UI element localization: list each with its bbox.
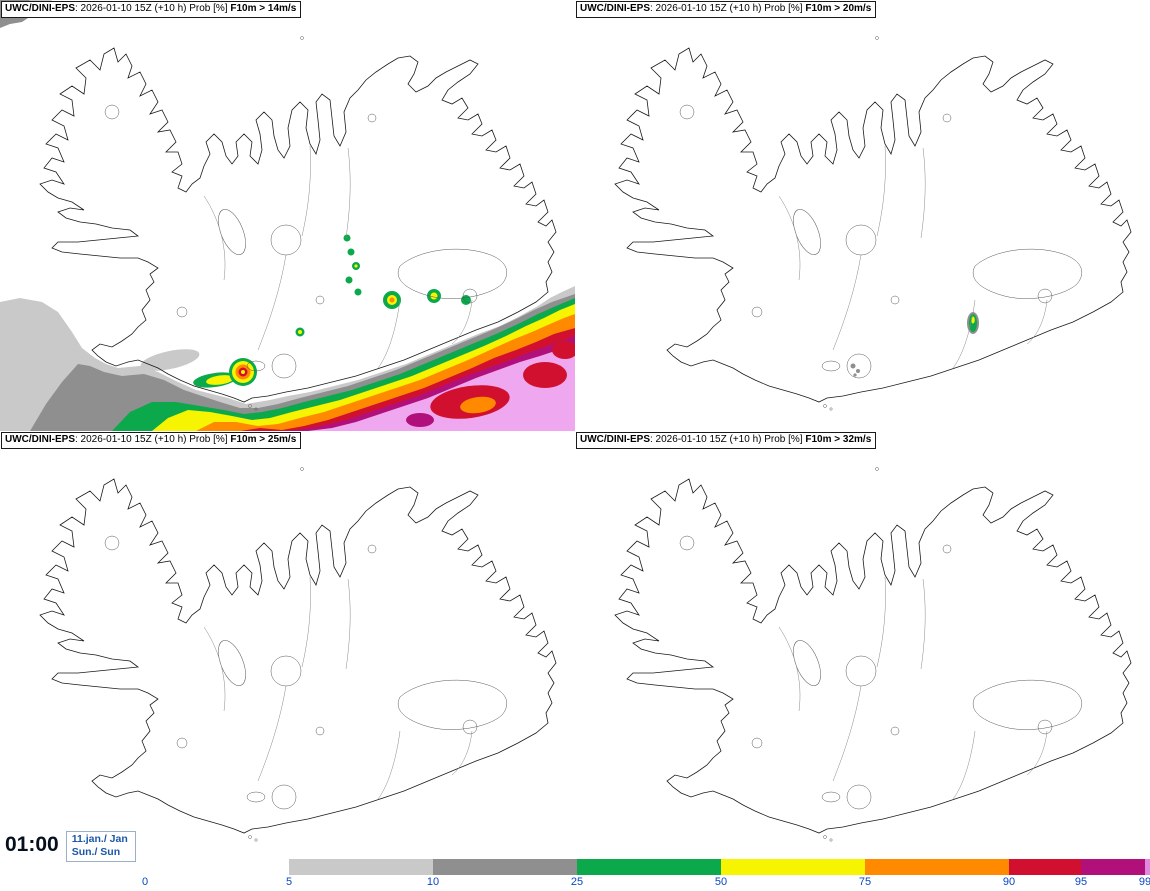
- run-meta: : 2026-01-10 15Z (+10 h) Prob [%]: [75, 3, 231, 14]
- probability-field: [0, 0, 575, 431]
- colorbar-segment-50-75: [721, 859, 865, 875]
- valid-time-block: 01:00 11.jan./ Jan Sun./ Sun: [5, 831, 136, 862]
- colorbar-tick-label: 90: [1002, 876, 1016, 888]
- valid-date-line1: 11.jan./ Jan: [71, 833, 128, 845]
- colorbar-tick-label: 25: [570, 876, 584, 888]
- colorbar-segment-99+: [1145, 859, 1150, 875]
- valid-date-line2: Sun./ Sun: [71, 846, 121, 858]
- panel-f10m-gt-25ms: UWC/DINI-EPS: 2026-01-10 15Z (+10 h) Pro…: [0, 431, 575, 862]
- panel-title: UWC/DINI-EPS: 2026-01-10 15Z (+10 h) Pro…: [1, 1, 302, 18]
- map-iceland-32ms: [614, 467, 1132, 842]
- colorbar-tick-label: 50: [714, 876, 728, 888]
- map-iceland-25ms: [39, 467, 557, 842]
- product-label: UWC/DINI-EPS: [580, 3, 650, 14]
- panel-f10m-gt-32ms: UWC/DINI-EPS: 2026-01-10 15Z (+10 h) Pro…: [575, 431, 1150, 862]
- colorbar-tick-label: 10: [426, 876, 440, 888]
- run-meta: : 2026-01-10 15Z (+10 h) Prob [%]: [650, 434, 806, 445]
- colorbar-segment-95-99: [1081, 859, 1145, 875]
- colorbar-segment-5-10: [289, 859, 433, 875]
- colorbar-segment-90-95: [1009, 859, 1081, 875]
- threshold-label: F10m > 20m/s: [805, 3, 872, 14]
- panel-f10m-gt-20ms: UWC/DINI-EPS: 2026-01-10 15Z (+10 h) Pro…: [575, 0, 1150, 431]
- threshold-label: F10m > 25m/s: [230, 434, 297, 445]
- product-label: UWC/DINI-EPS: [5, 434, 75, 445]
- map-iceland-20ms: [614, 36, 1132, 411]
- colorbar: [145, 859, 1150, 875]
- panel-title: UWC/DINI-EPS: 2026-01-10 15Z (+10 h) Pro…: [576, 1, 877, 18]
- threshold-label: F10m > 32m/s: [805, 434, 872, 445]
- product-label: UWC/DINI-EPS: [5, 3, 75, 14]
- product-label: UWC/DINI-EPS: [580, 434, 650, 445]
- run-meta: : 2026-01-10 15Z (+10 h) Prob [%]: [650, 3, 806, 14]
- threshold-label: F10m > 14m/s: [230, 3, 297, 14]
- colorbar-tick-label: 95: [1074, 876, 1088, 888]
- colorbar-tick-label: 0: [141, 876, 149, 888]
- panel-f10m-gt-14ms: UWC/DINI-EPS: 2026-01-10 15Z (+10 h) Pro…: [0, 0, 575, 431]
- colorbar-segment-10-25: [433, 859, 577, 875]
- colorbar-segment-75-90: [865, 859, 1009, 875]
- panel-title: UWC/DINI-EPS: 2026-01-10 15Z (+10 h) Pro…: [576, 432, 877, 449]
- panel-title: UWC/DINI-EPS: 2026-01-10 15Z (+10 h) Pro…: [1, 432, 302, 449]
- colorbar-segment-25-50: [577, 859, 721, 875]
- colorbar-segment-0-5: [145, 859, 289, 875]
- colorbar-tick-row: 0 5 10 25 50 75 90 95 99: [0, 876, 1150, 890]
- valid-time: 01:00: [5, 833, 59, 856]
- panel-grid: UWC/DINI-EPS: 2026-01-10 15Z (+10 h) Pro…: [0, 0, 1150, 862]
- probability-colorbar-wrap: 0 5 10 25 50 75 90 95 99: [0, 859, 1150, 891]
- run-meta: : 2026-01-10 15Z (+10 h) Prob [%]: [75, 434, 231, 445]
- colorbar-tick-label: 5: [285, 876, 293, 888]
- valid-date-box: 11.jan./ Jan Sun./ Sun: [65, 831, 136, 862]
- colorbar-tick-label: 75: [858, 876, 872, 888]
- colorbar-tick-label: 99: [1138, 876, 1150, 888]
- map-iceland-14ms: [0, 0, 575, 431]
